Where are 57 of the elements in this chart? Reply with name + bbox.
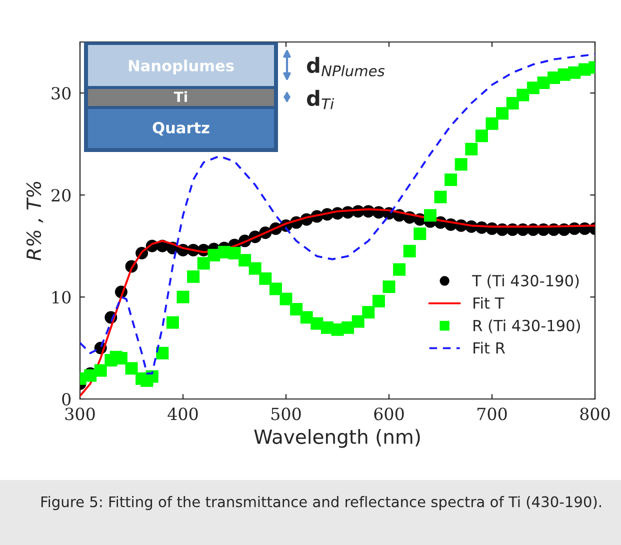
point	[259, 272, 272, 285]
y-tick-label: 0	[62, 392, 71, 406]
legend-label: Fit R	[474, 342, 506, 354]
caption: Figure 5: Fitting of the transmittance and reflectance spectra of Ti (430-190).	[41, 496, 601, 510]
x-tick-label: 500	[272, 408, 301, 420]
point	[486, 117, 498, 130]
point	[248, 262, 262, 275]
point	[290, 302, 303, 316]
point	[197, 257, 210, 270]
point	[310, 317, 324, 330]
y-tick-label: 20	[52, 188, 71, 202]
point	[526, 82, 540, 94]
annotation: Ti	[174, 91, 187, 102]
legend-label: T (Ti 430-190)	[472, 274, 579, 288]
point	[125, 362, 138, 375]
point	[475, 130, 488, 142]
point	[187, 270, 200, 283]
point	[156, 346, 169, 360]
point	[342, 321, 354, 334]
x-tick-label: 700	[477, 408, 507, 420]
point	[176, 290, 190, 304]
x-tick-label: 800	[580, 408, 610, 420]
point	[424, 209, 436, 222]
y-tick-label: 30	[52, 86, 71, 100]
x-tick-label: 400	[168, 408, 198, 420]
point	[444, 173, 458, 186]
point	[238, 254, 252, 267]
point	[382, 280, 396, 294]
annotation: Quartz	[152, 122, 210, 136]
x-tick-label: 600	[374, 408, 404, 420]
point	[506, 96, 519, 110]
point	[94, 364, 107, 377]
point	[465, 142, 478, 156]
x-tick-label: 300	[65, 408, 95, 420]
point	[352, 315, 364, 328]
point	[269, 282, 282, 296]
point	[362, 306, 375, 319]
point	[300, 311, 313, 324]
annotation: d$_{NPlumes}$	[306, 56, 385, 76]
point	[280, 292, 292, 306]
legend-label: R (Ti 430-190)	[474, 319, 580, 334]
annotation: d$_{Ti}$	[306, 90, 334, 110]
point	[403, 244, 416, 258]
point	[496, 107, 509, 120]
point	[516, 88, 530, 102]
legend-label: Fit T	[474, 297, 504, 309]
point	[228, 246, 241, 260]
annotation: Nanoplumes	[128, 60, 234, 74]
point	[393, 263, 406, 276]
point	[414, 228, 426, 240]
y-tick-label: 10	[52, 290, 71, 304]
point	[372, 294, 385, 308]
point	[434, 190, 447, 204]
y-axis-title: R% , T%	[26, 182, 44, 260]
point	[454, 158, 468, 171]
x-axis-title: Wavelength (nm)	[254, 429, 420, 448]
point	[166, 316, 179, 329]
